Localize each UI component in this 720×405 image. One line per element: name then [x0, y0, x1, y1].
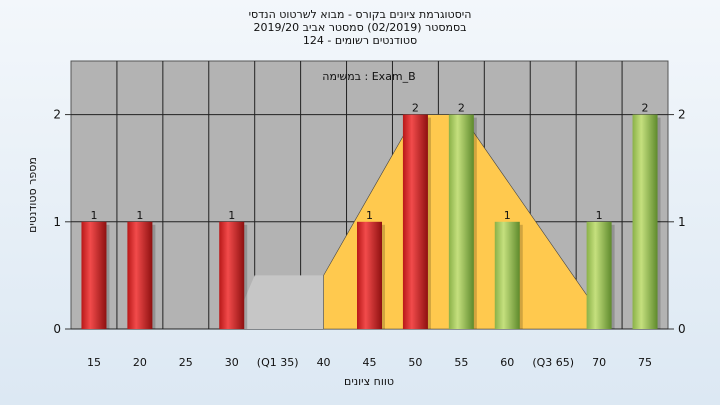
y-tick-label-left: 1 — [53, 215, 61, 229]
x-tick-label: 55 — [454, 356, 468, 369]
x-tick-label: 20 — [133, 356, 147, 369]
bar-data-label: 1 — [228, 209, 235, 222]
histogram-bar — [402, 114, 428, 329]
histogram-bar — [586, 221, 612, 329]
y-tick-label-right: 0 — [678, 322, 686, 336]
bar-data-label: 1 — [90, 209, 97, 222]
bar-data-label: 1 — [136, 209, 143, 222]
bar-data-label: 1 — [366, 209, 373, 222]
y-tick-label-right: 1 — [678, 215, 686, 229]
y-tick-label-right: 2 — [678, 108, 686, 122]
x-tick-label: 70 — [592, 356, 606, 369]
quartile-band — [231, 275, 324, 329]
x-tick-label: 75 — [638, 356, 652, 369]
chart-title: היסטוגרמת ציונים בקורס - מבוא לשרטוט הנד… — [248, 8, 472, 21]
x-tick-label: 30 — [225, 356, 239, 369]
histogram-bar — [81, 221, 107, 329]
histogram-bar — [127, 221, 153, 329]
histogram-bar — [357, 221, 382, 329]
x-tick-label: 50 — [408, 356, 422, 369]
chart-subtitle: בסמסטר (02/2019) סמסטר אביב 2019/20 — [253, 21, 467, 34]
bar-data-label: 2 — [458, 102, 465, 115]
y-tick-label-left: 2 — [53, 108, 61, 122]
task-annotation: במשימה : Exam_B — [322, 70, 415, 83]
x-tick-label: 45 — [363, 356, 377, 369]
histogram-bar — [219, 221, 245, 329]
x-tick-label: 40 — [317, 356, 331, 369]
x-axis-title: טווח ציונים — [344, 375, 394, 388]
y-tick-label-left: 0 — [53, 322, 61, 336]
bar-data-label: 2 — [642, 102, 649, 115]
bar-data-label: 1 — [504, 209, 511, 222]
histogram-bar — [632, 114, 658, 329]
registered-students: סטודנטים רשומים - 124 — [302, 34, 418, 47]
x-tick-label: (Q1 35) — [257, 356, 299, 369]
chart-title-block: היסטוגרמת ציונים בקורס - מבוא לשרטוט הנד… — [0, 8, 720, 47]
x-tick-label: 15 — [87, 356, 101, 369]
bar-data-label: 2 — [412, 102, 419, 115]
x-tick-label: 25 — [179, 356, 193, 369]
x-tick-label: 60 — [500, 356, 514, 369]
x-tick-label: (Q3 65) — [532, 356, 574, 369]
y-axis-title: מספר סטודנטים — [26, 157, 39, 233]
histogram-bar — [448, 114, 474, 329]
histogram-bar — [494, 221, 520, 329]
bar-data-label: 1 — [596, 209, 603, 222]
